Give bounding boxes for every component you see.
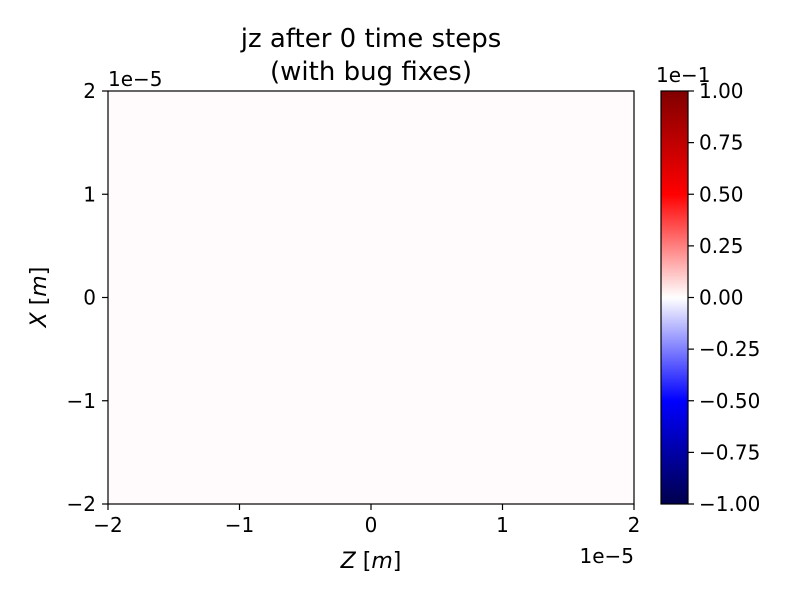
x-axis-label: Z [m] bbox=[340, 549, 402, 574]
colorbar-tick-label: −1.00 bbox=[699, 492, 760, 516]
y-tick-label: −2 bbox=[67, 492, 96, 516]
colorbar-tick-label: 0.50 bbox=[699, 182, 744, 206]
x-axis-unit: [m] bbox=[363, 549, 402, 574]
x-tick-label: 1 bbox=[496, 513, 509, 537]
x-offset-text: 1e−5 bbox=[579, 544, 634, 568]
y-tick-label: 0 bbox=[83, 286, 96, 310]
colorbar-ticks: 1.00 0.75 0.50 0.25 0.00 −0.25 −0.50 −0.75 −1.00 bbox=[688, 79, 760, 516]
chart-title-line2: (with bug fixes) bbox=[270, 57, 472, 87]
y-tick-label: 1 bbox=[83, 182, 96, 206]
x-tick-label: 2 bbox=[628, 513, 641, 537]
y-tick-label: 2 bbox=[83, 79, 96, 103]
colorbar-tick-label: 0.00 bbox=[699, 286, 744, 310]
colorbar-tick-label: 1.00 bbox=[699, 79, 744, 103]
colorbar-tick-label: −0.25 bbox=[699, 337, 760, 361]
y-axis-unit: [m] bbox=[27, 267, 52, 306]
colorbar-tick-label: −0.75 bbox=[699, 440, 760, 464]
colorbar-tick-label: 0.25 bbox=[699, 234, 744, 258]
x-axis-ticks: −2 −1 0 1 2 bbox=[93, 504, 640, 537]
y-tick-label: −1 bbox=[67, 389, 96, 413]
chart-title-line1: jz after 0 time steps bbox=[240, 24, 502, 54]
colorbar bbox=[660, 90, 689, 505]
y-offset-text: 1e−5 bbox=[108, 67, 163, 91]
heatmap-field bbox=[108, 91, 634, 504]
x-tick-label: −1 bbox=[225, 513, 254, 537]
colorbar-tick-label: 0.75 bbox=[699, 131, 744, 155]
x-tick-label: 0 bbox=[365, 513, 378, 537]
colorbar-tick-label: −0.50 bbox=[699, 389, 760, 413]
y-axis-label: X [m] bbox=[27, 267, 52, 329]
y-axis-ticks: −2 −1 0 1 2 bbox=[67, 79, 108, 516]
x-tick-label: −2 bbox=[93, 513, 122, 537]
colorbar-offset-text: 1e−1 bbox=[656, 63, 711, 87]
